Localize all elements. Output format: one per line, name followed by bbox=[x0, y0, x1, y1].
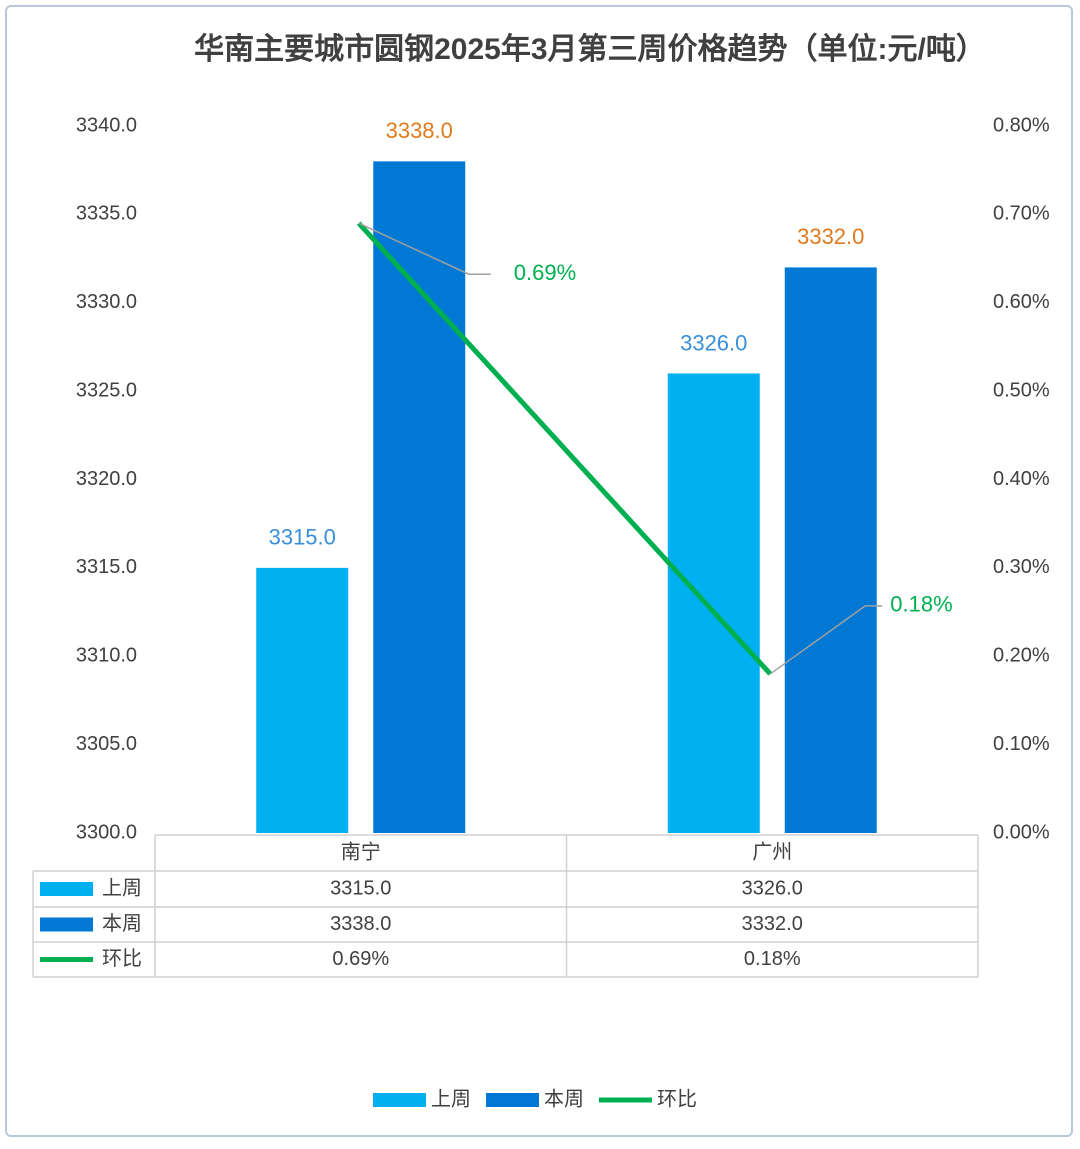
chart-title: 华南主要城市圆钢2025年3月第三周价格趋势（单位:元/吨） bbox=[194, 33, 986, 66]
chart-frame bbox=[5, 5, 1073, 1137]
table-row-label: 上周 bbox=[102, 876, 142, 899]
table-legend-key bbox=[40, 917, 93, 932]
y-tick-label: 3330.0 bbox=[76, 291, 137, 313]
table-cell: 3326.0 bbox=[742, 877, 803, 899]
table-header: 南宁 bbox=[341, 840, 381, 863]
y2-tick-label: 0.40% bbox=[993, 468, 1050, 490]
y-tick-label: 3310.0 bbox=[76, 645, 137, 667]
y-tick-label: 3300.0 bbox=[76, 821, 137, 843]
table-row-label: 环比 bbox=[102, 947, 142, 970]
legend-label: 上周 bbox=[431, 1087, 471, 1110]
y2-tick-label: 0.00% bbox=[993, 821, 1050, 843]
y-tick-label: 3335.0 bbox=[76, 203, 137, 225]
table-header: 广州 bbox=[752, 840, 792, 863]
y2-tick-label: 0.10% bbox=[993, 733, 1050, 755]
legend-key bbox=[486, 1093, 539, 1107]
data-label: 3338.0 bbox=[386, 118, 453, 143]
table-row-label: 本周 bbox=[102, 912, 142, 935]
legend-label: 环比 bbox=[657, 1087, 697, 1110]
table-legend-key bbox=[40, 882, 93, 896]
table-cell: 0.69% bbox=[332, 948, 389, 970]
y2-tick-label: 0.60% bbox=[993, 291, 1050, 313]
table-cell: 3338.0 bbox=[330, 913, 391, 935]
bar bbox=[667, 373, 760, 833]
y2-tick-label: 0.20% bbox=[993, 645, 1050, 667]
y-tick-label: 3320.0 bbox=[76, 468, 137, 490]
data-label: 0.18% bbox=[890, 592, 952, 617]
y2-tick-label: 0.30% bbox=[993, 556, 1050, 578]
legend-key bbox=[373, 1093, 426, 1107]
y-tick-label: 3305.0 bbox=[76, 733, 137, 755]
data-label: 3326.0 bbox=[680, 330, 747, 355]
y-tick-label: 3325.0 bbox=[76, 379, 137, 401]
bar bbox=[784, 267, 877, 833]
y-tick-label: 3340.0 bbox=[76, 114, 137, 136]
table-cell: 3315.0 bbox=[330, 877, 391, 899]
data-label: 0.69% bbox=[514, 260, 576, 285]
bar bbox=[256, 567, 349, 833]
y-tick-label: 3315.0 bbox=[76, 556, 137, 578]
leader-line bbox=[769, 605, 883, 675]
line-series bbox=[356, 221, 773, 676]
data-label: 3332.0 bbox=[797, 224, 864, 249]
data-label: 3315.0 bbox=[269, 525, 336, 550]
table-cell: 3332.0 bbox=[742, 913, 803, 935]
table-cell: 0.18% bbox=[744, 948, 801, 970]
bar bbox=[373, 161, 466, 834]
y2-tick-label: 0.80% bbox=[993, 114, 1050, 136]
y2-tick-label: 0.70% bbox=[993, 203, 1050, 225]
y2-tick-label: 0.50% bbox=[993, 379, 1050, 401]
legend-label: 本周 bbox=[544, 1087, 584, 1110]
leader-line bbox=[358, 222, 491, 275]
